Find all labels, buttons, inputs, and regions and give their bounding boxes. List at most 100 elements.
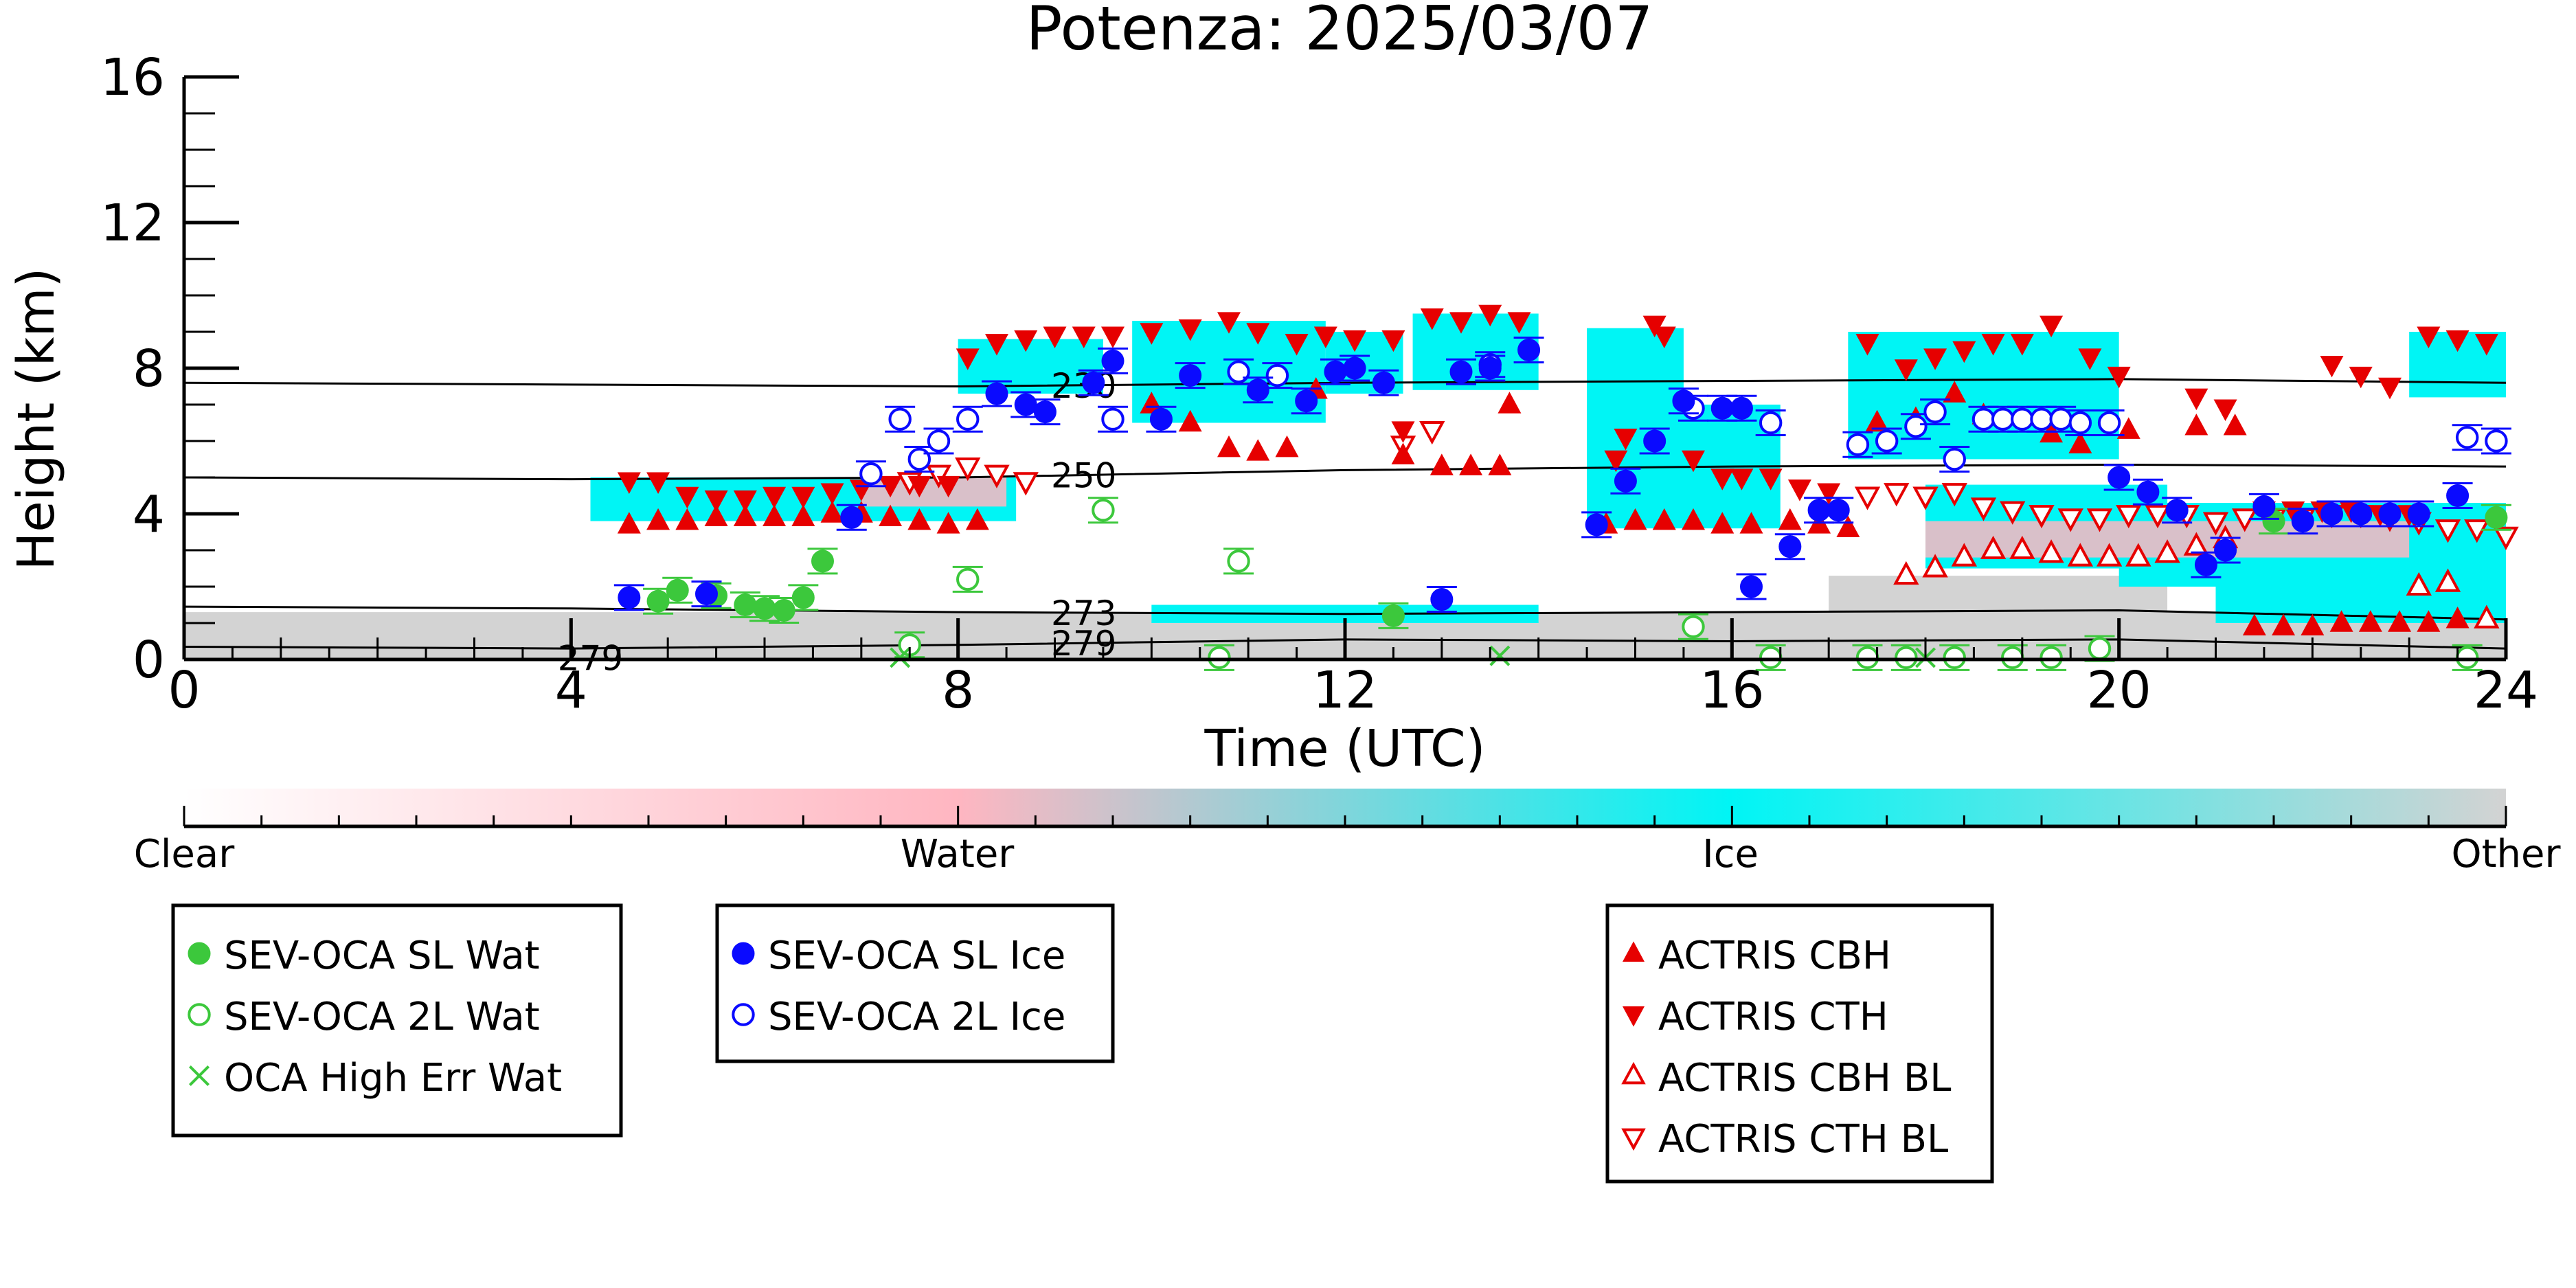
legend-marker-actris-cbh — [1623, 941, 1645, 962]
marker-actris-cth — [1043, 326, 1067, 348]
legend-marker-actris-cbh-bl — [1621, 1061, 1646, 1085]
marker-actris-cth — [2474, 334, 2498, 356]
legend-label-actris-cth: ACTRIS CTH — [1658, 995, 1888, 1039]
marker-sev-oca-sl-ice — [1672, 389, 1695, 413]
marker-sev-oca-2l-ice — [1943, 447, 1966, 471]
marker-actris-cth-bl — [2434, 519, 2461, 543]
marker-actris-cth — [1642, 315, 1667, 338]
marker-sev-oca-sl-ice — [1585, 513, 1608, 536]
marker-sev-oca-sl-ice — [1478, 357, 1502, 380]
marker-sev-oca-2l-wat — [2088, 637, 2112, 660]
marker-sev-oca-sl-ice — [2108, 466, 2131, 489]
marker-actris-cth — [704, 490, 728, 512]
marker-sev-oca-2l-ice — [1971, 407, 1996, 431]
marker-sev-oca-sl-wat — [646, 589, 670, 613]
legend-box-3: ACTRIS CBH ACTRIS CTH ACTRIS CBH BL ACTRIS … — [1605, 903, 1994, 1184]
x-tick-label: 8 — [942, 661, 974, 720]
marker-sev-oca-sl-ice — [985, 382, 1008, 405]
marker-actris-cth — [1507, 312, 1531, 334]
y-axis-label: Height (km) — [7, 268, 66, 571]
x-tick-label: 16 — [1699, 661, 1764, 720]
marker-actris-cth — [907, 475, 931, 498]
marker-actris-cth-bl — [2086, 508, 2113, 532]
marker-actris-cbh — [1275, 435, 1299, 457]
x-tick-label: 0 — [168, 661, 200, 720]
marker-sev-oca-sl-ice — [1643, 429, 1667, 453]
marker-actris-cbh — [879, 504, 903, 527]
marker-actris-cth — [1952, 341, 1976, 363]
legend-label-actris-cbh-bl: ACTRIS CBH BL — [1658, 1056, 1951, 1100]
marker-sev-oca-sl-ice — [1295, 389, 1318, 413]
marker-actris-cth — [1682, 450, 1705, 473]
marker-actris-cbh — [1488, 453, 1512, 475]
marker-sev-oca-sl-ice — [1082, 371, 1105, 394]
marker-actris-cth — [2445, 330, 2470, 352]
marker-actris-cth — [617, 472, 641, 494]
marker-actris-cth — [1072, 326, 1096, 348]
marker-actris-cbh — [675, 508, 699, 530]
marker-actris-cth-bl — [2057, 508, 2083, 532]
marker-actris-cth-bl — [984, 464, 1010, 488]
marker-actris-cbh — [646, 508, 670, 530]
marker-actris-cbh-bl — [1951, 543, 1977, 567]
marker-sev-oca-2l-wat — [956, 567, 980, 591]
marker-sev-oca-sl-ice — [2136, 480, 2160, 504]
marker-sev-oca-sl-wat — [1381, 604, 1405, 627]
marker-actris-cbh — [1178, 409, 1202, 432]
marker-actris-cth — [1710, 468, 1735, 490]
marker-actris-cbh-bl — [1893, 561, 1919, 585]
marker-actris-cth — [1246, 323, 1270, 345]
marker-actris-cth — [1014, 330, 1038, 352]
marker-sev-oca-2l-ice — [2455, 425, 2479, 449]
marker-actris-cth — [1449, 312, 1473, 334]
marker-actris-cbh — [820, 501, 844, 523]
marker-sev-oca-2l-ice — [927, 429, 951, 453]
marker-actris-cth — [1391, 421, 1415, 443]
marker-actris-cbh — [1391, 442, 1415, 464]
legend-marker-actris-cth-bl — [1621, 1128, 1646, 1151]
marker-actris-cth — [1420, 308, 1444, 330]
x-tick-label: 24 — [2474, 661, 2538, 720]
marker-sev-oca-2l-ice — [2030, 407, 2053, 431]
marker-sev-oca-2l-ice — [859, 462, 883, 486]
marker-sev-oca-2l-ice — [1227, 360, 1250, 384]
marker-actris-cth-bl — [2029, 504, 2055, 529]
marker-sev-oca-sl-wat — [753, 597, 776, 620]
colorbar-label-ice: Ice — [1702, 832, 1759, 877]
marker-actris-cbh — [2417, 610, 2441, 632]
contour-label-279: 279 — [1051, 624, 1116, 664]
marker-sev-oca-sl-wat — [811, 550, 834, 573]
marker-actris-cth — [2010, 334, 2034, 356]
marker-sev-oca-2l-ice — [2068, 411, 2092, 435]
marker-actris-cth-bl — [2000, 501, 2026, 525]
marker-sev-oca-2l-ice — [956, 407, 980, 431]
series-actris-cbh — [617, 377, 2470, 636]
marker-actris-cth-bl — [2202, 512, 2229, 536]
marker-actris-cbh-bl — [2038, 539, 2064, 563]
marker-actris-cbh — [2184, 414, 2208, 436]
marker-actris-cth — [1652, 326, 1676, 348]
marker-sev-oca-sl-ice — [1807, 499, 1831, 522]
marker-sev-oca-2l-wat — [1227, 550, 1250, 573]
marker-actris-cth — [1855, 334, 1879, 356]
legend-marker-oca-high-err-wat — [188, 1065, 210, 1087]
marker-actris-cth — [1381, 330, 1405, 352]
marker-sev-oca-sl-ice — [1740, 575, 1763, 598]
marker-sev-oca-sl-ice — [1614, 469, 1637, 493]
legend-frame — [1605, 903, 1994, 1184]
marker-sev-oca-2l-wat — [1943, 646, 1966, 670]
marker-actris-cth — [1285, 334, 1309, 356]
marker-actris-cbh — [1943, 381, 1967, 403]
marker-actris-cth — [791, 486, 815, 509]
colorbar-label-clear: Clear — [134, 832, 235, 877]
contour-label-250: 250 — [1051, 456, 1116, 496]
marker-actris-cth — [2107, 366, 2131, 389]
marker-actris-cbh-bl — [2096, 543, 2123, 567]
marker-actris-cth — [1759, 468, 1783, 490]
legend-box-1: SEV-OCA SL Wat SEV-OCA 2L Wat OCA High Err… — [171, 903, 623, 1138]
marker-actris-cth-bl — [1419, 421, 1445, 445]
y-tick-label: 4 — [133, 485, 165, 544]
marker-actris-cbh — [2272, 613, 2296, 636]
phase-region-other — [1829, 576, 2168, 659]
